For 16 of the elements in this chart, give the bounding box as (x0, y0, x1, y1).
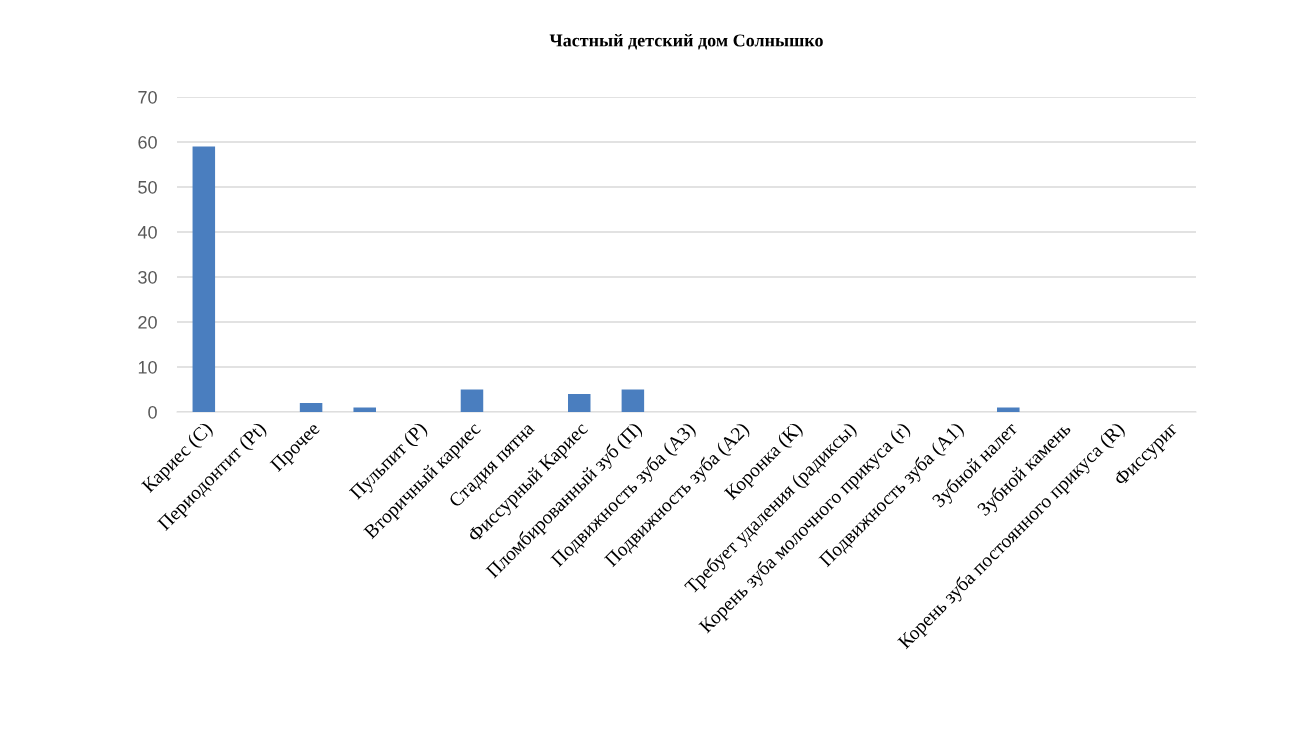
y-tick-label: 0 (148, 405, 157, 419)
bar (353, 407, 376, 412)
chart-title: Частный детский дом Солнышко (549, 33, 823, 50)
bar (192, 146, 216, 412)
bar (460, 389, 484, 412)
y-tick-label: 20 (138, 315, 157, 329)
y-tick-label: 40 (137, 225, 157, 239)
y-tick-label: 10 (138, 360, 157, 374)
y-tick-label: 30 (138, 270, 157, 284)
bar (567, 394, 591, 412)
bar (299, 403, 323, 412)
y-tick-label: 70 (138, 90, 157, 104)
bar (621, 389, 645, 412)
y-tick-label: 60 (138, 135, 157, 149)
y-tick-label: 50 (138, 180, 157, 194)
bar (997, 407, 1020, 412)
